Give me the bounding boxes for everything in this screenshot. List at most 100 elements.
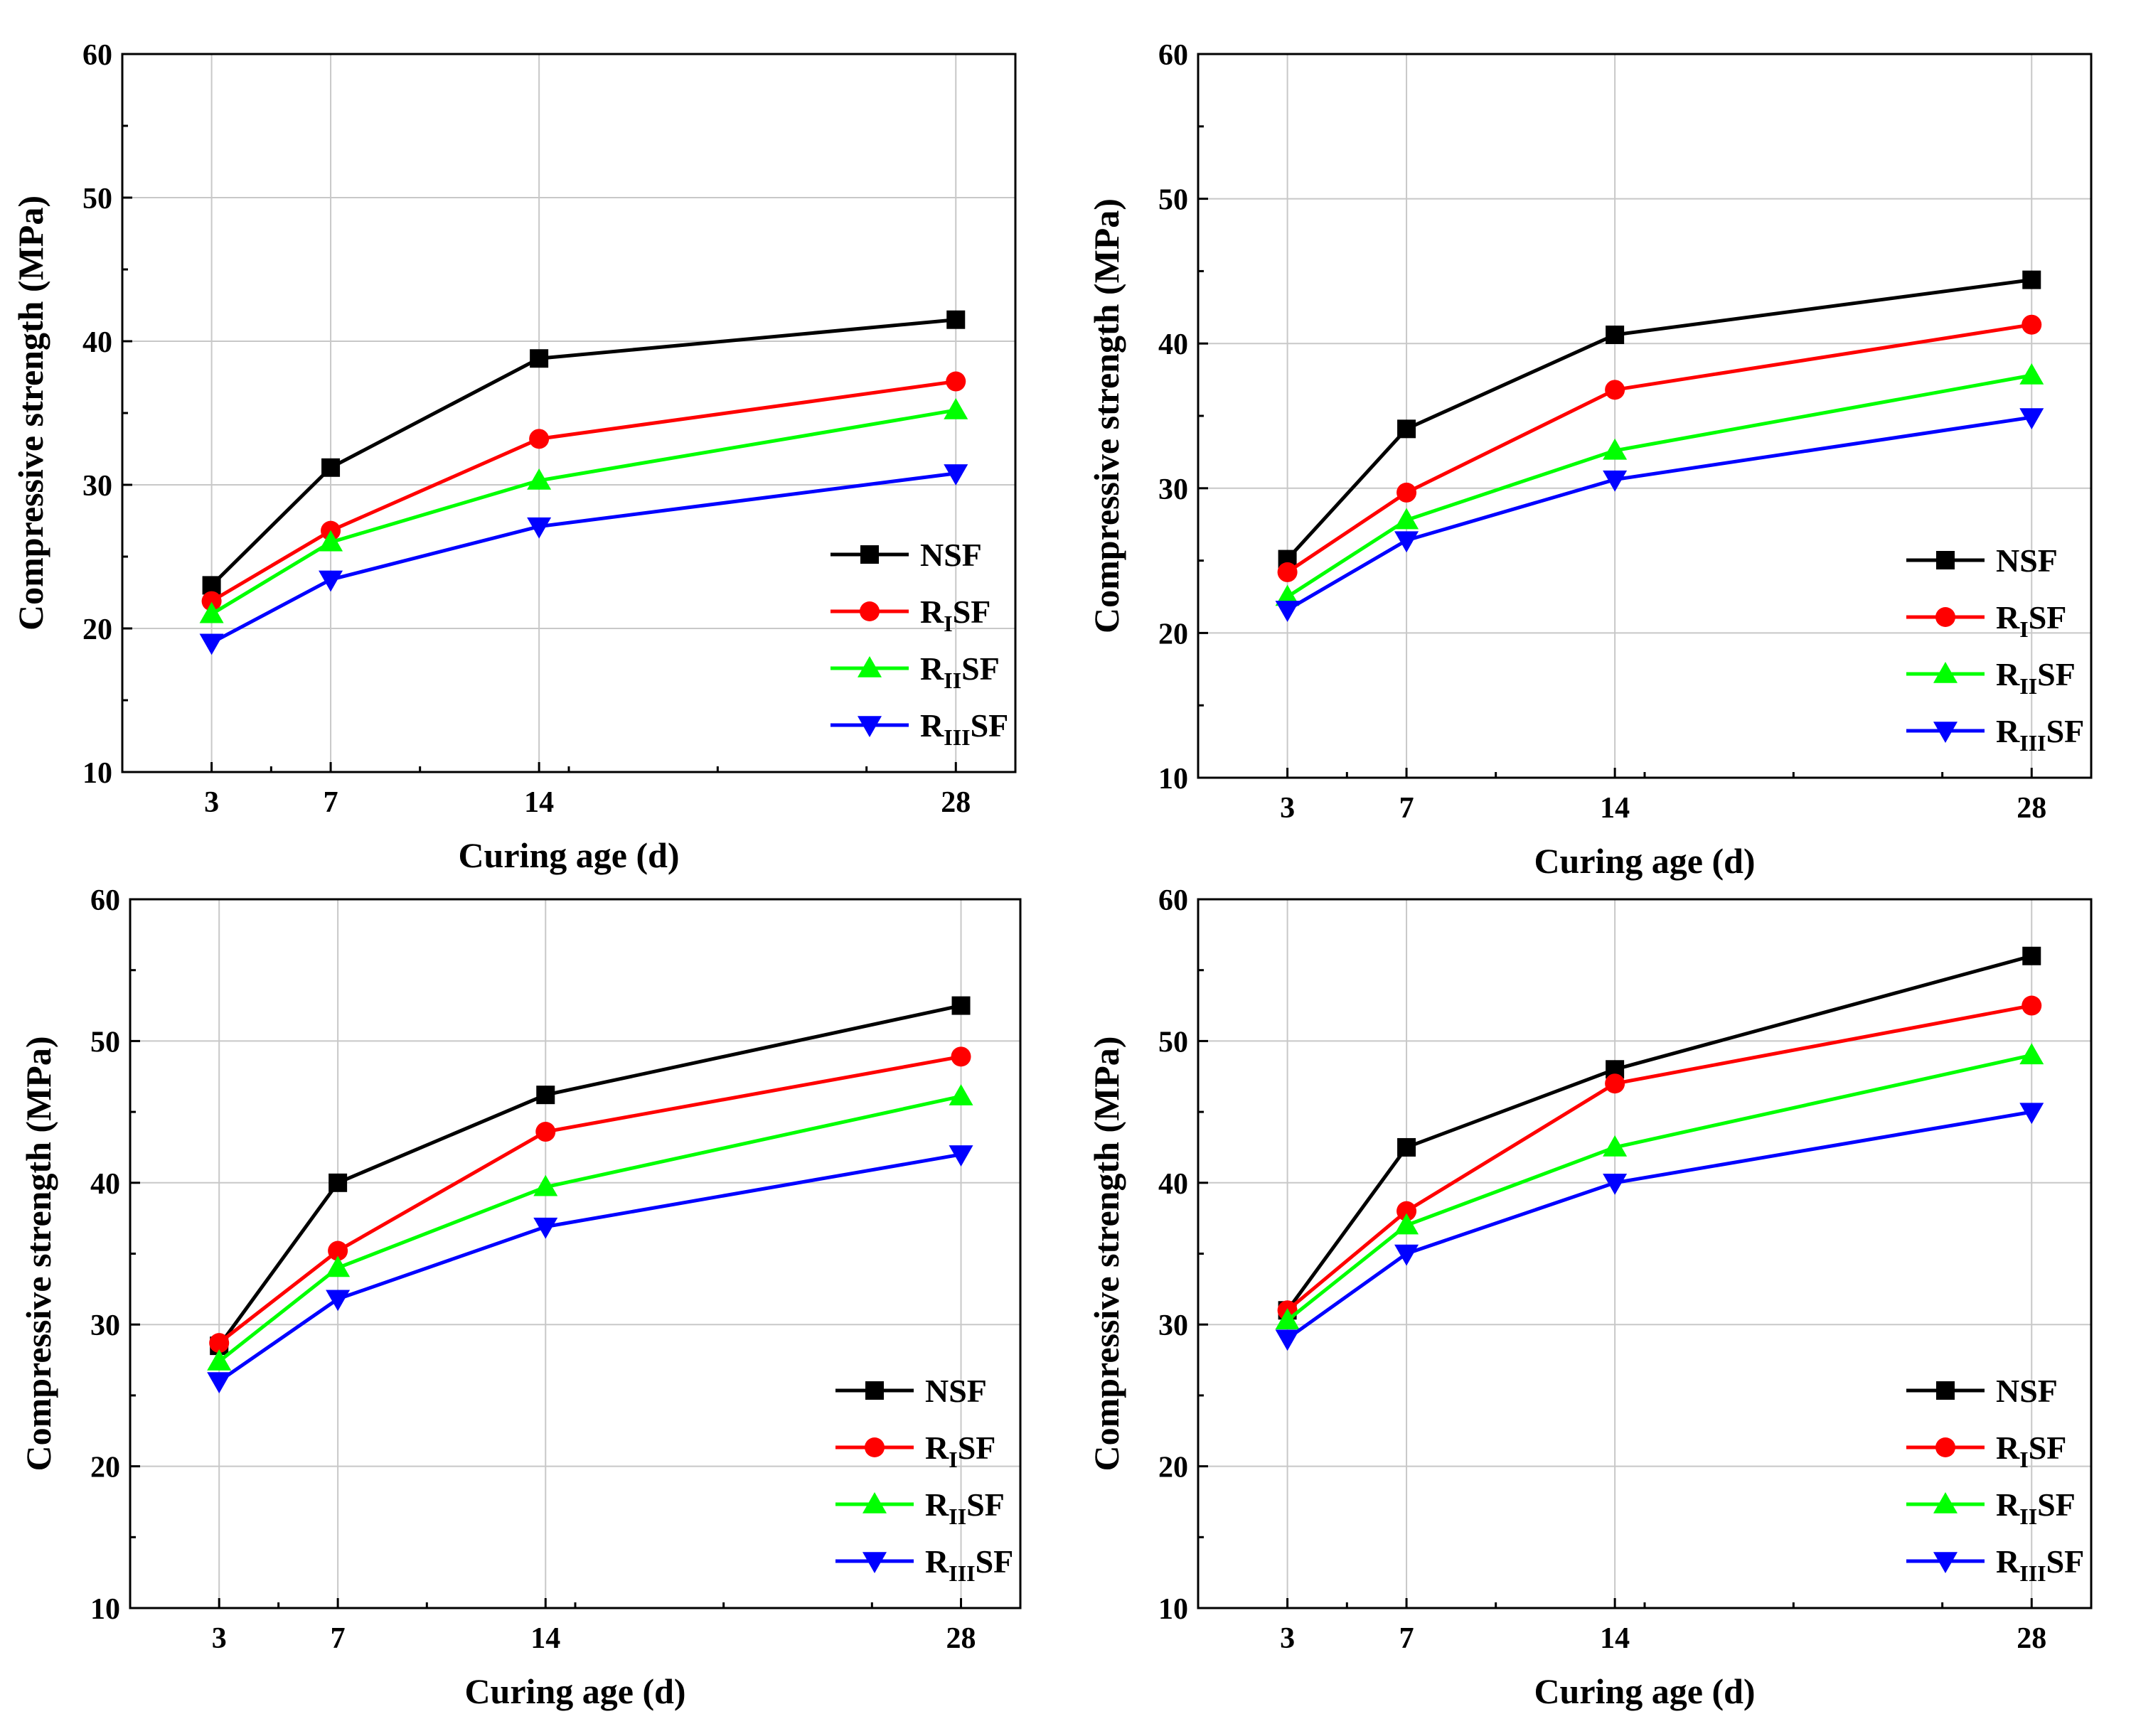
data-point — [1396, 1201, 1417, 1221]
legend-marker — [860, 545, 879, 564]
legend-label-suffix: SF — [966, 1486, 1005, 1523]
data-point — [951, 1046, 971, 1067]
data-point — [1275, 1329, 1300, 1351]
legend-marker — [1935, 607, 1955, 627]
x-axis-title: Curing age (d) — [1534, 1671, 1755, 1711]
legend-label-suffix: SF — [971, 707, 1009, 744]
legend-marker — [865, 1437, 885, 1457]
data-point — [536, 1086, 555, 1105]
series-line — [1286, 373, 2032, 599]
legend-label-suffix: SF — [2046, 1543, 2085, 1580]
legend-marker — [1933, 722, 1958, 743]
data-point — [1397, 419, 1416, 439]
y-tick-label: 10 — [1158, 1593, 1188, 1626]
y-tick-label: 30 — [82, 470, 112, 503]
legend-label-text: NSF — [920, 537, 982, 573]
data-point — [2022, 270, 2041, 289]
data-point — [1275, 601, 1300, 622]
x-tick-label: 7 — [1399, 1622, 1414, 1655]
y-tick-label: 40 — [1158, 328, 1188, 361]
legend-label-prefix: R — [1996, 1486, 2020, 1523]
series-line — [1286, 278, 2032, 561]
data-point — [207, 1372, 232, 1393]
series-line — [1286, 415, 2032, 611]
y-axis-title: Compressive strength (MPa) — [18, 1036, 58, 1472]
legend-label: RISF — [1996, 1430, 2066, 1472]
data-point — [319, 530, 343, 552]
series-line — [210, 408, 956, 616]
x-tick-label: 28 — [946, 1622, 976, 1655]
series-RIIISF — [1275, 1103, 2044, 1351]
series-RIIISF — [199, 464, 968, 655]
data-point — [1394, 531, 1419, 553]
y-tick-label: 20 — [1158, 1452, 1188, 1484]
data-point — [2019, 1043, 2044, 1065]
y-tick-label: 30 — [1158, 1309, 1188, 1342]
x-tick-label: 3 — [212, 1622, 227, 1655]
series-NSF — [1278, 270, 2041, 569]
legend-label: RIIISF — [920, 707, 1008, 750]
x-tick-label: 3 — [204, 786, 219, 819]
data-point — [329, 1173, 348, 1192]
data-point — [533, 1217, 558, 1239]
data-point — [946, 371, 966, 392]
legend-label: RIIISF — [925, 1543, 1013, 1586]
legend-label-prefix: R — [1996, 713, 2020, 749]
data-point — [1396, 482, 1417, 503]
y-tick-label: 20 — [1158, 618, 1188, 650]
series-line — [1286, 1110, 2032, 1341]
legend-label-subscript: I — [944, 611, 952, 636]
data-point — [209, 1333, 230, 1354]
legend-marker — [858, 716, 882, 737]
legend-label: NSF — [925, 1373, 987, 1409]
legend-marker — [1936, 1381, 1955, 1400]
legend-label-suffix: SF — [2029, 599, 2067, 636]
y-tick-label: 20 — [82, 614, 112, 646]
y-tick-label: 60 — [82, 39, 112, 72]
y-tick-label: 40 — [82, 326, 112, 359]
x-tick-label: 14 — [530, 1622, 560, 1655]
legend-label-subscript: I — [949, 1447, 957, 1472]
legend-marker — [1933, 662, 1958, 683]
legend-label-subscript: III — [949, 1560, 975, 1586]
legend-label-text: NSF — [925, 1373, 987, 1409]
legend-label-suffix: SF — [2029, 1430, 2067, 1466]
legend-label-prefix: R — [920, 594, 944, 630]
data-point — [319, 570, 343, 592]
series-RIISF — [1275, 363, 2044, 606]
series-RISF — [209, 1046, 971, 1354]
legend-label: RIIISF — [1996, 1543, 2084, 1586]
data-point — [1606, 325, 1625, 344]
data-point — [1275, 1308, 1300, 1329]
data-point — [946, 310, 966, 329]
series-RIISF — [1275, 1043, 2044, 1329]
legend-label-suffix: SF — [958, 1430, 996, 1466]
legend-label: NSF — [920, 537, 982, 573]
data-point — [199, 633, 224, 655]
data-point — [527, 517, 552, 539]
legend-marker — [1933, 1552, 1958, 1573]
legend-label-prefix: R — [925, 1486, 949, 1523]
legend-label: RIISF — [1996, 1486, 2076, 1529]
series-line — [1286, 323, 2032, 574]
data-point — [2019, 363, 2044, 385]
legend-label-suffix: SF — [953, 594, 991, 630]
y-axis-title: Compressive strength (MPa) — [1086, 1036, 1126, 1472]
data-point — [944, 464, 968, 486]
x-axis-title: Curing age (d) — [464, 1671, 685, 1711]
y-tick-label: 60 — [1158, 39, 1188, 72]
legend-label-prefix: R — [925, 1430, 949, 1466]
legend-label-suffix: SF — [961, 650, 1000, 687]
data-point — [1397, 1137, 1416, 1157]
data-point — [2019, 1103, 2044, 1125]
x-tick-label: 7 — [331, 1622, 346, 1655]
y-axis-title: Compressive strength (MPa) — [11, 195, 50, 631]
legend-label-suffix: SF — [2037, 656, 2076, 692]
series-line — [218, 1152, 961, 1383]
x-tick-label: 14 — [1600, 1622, 1630, 1655]
